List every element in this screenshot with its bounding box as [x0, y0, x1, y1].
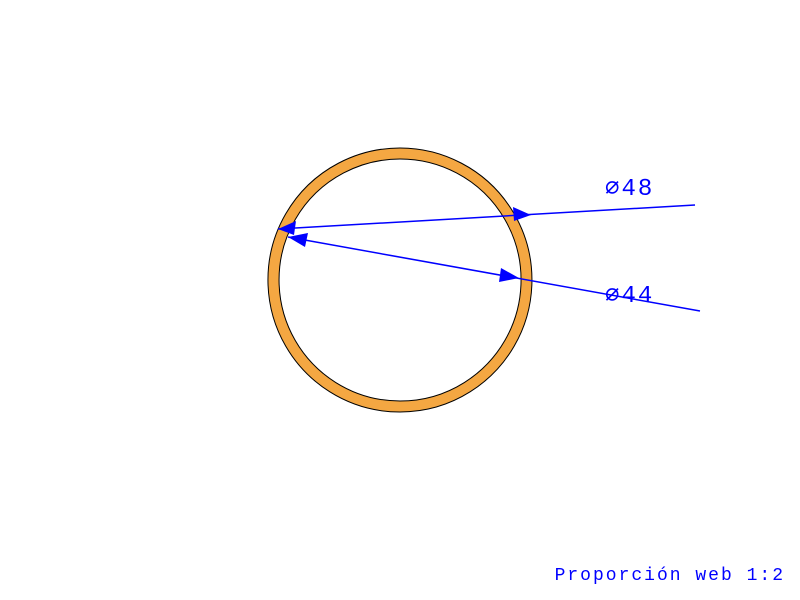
ring-path: [268, 148, 532, 412]
inner-dim-arrow-right: [499, 268, 519, 282]
inner-dim-arrow-left: [288, 233, 308, 247]
outer-dim-line: [278, 205, 695, 229]
ring-profile: [268, 148, 532, 412]
outer-dim-arrow-right: [513, 207, 531, 221]
scale-footer: Proporción web 1:2: [555, 566, 785, 586]
inner-dimension: ⌀44: [288, 233, 700, 311]
outer-dim-label: ⌀48: [605, 176, 654, 203]
inner-dim-label: ⌀44: [605, 283, 654, 310]
technical-drawing-canvas: ⌀48 ⌀44 Proporción web 1:2: [0, 0, 800, 600]
